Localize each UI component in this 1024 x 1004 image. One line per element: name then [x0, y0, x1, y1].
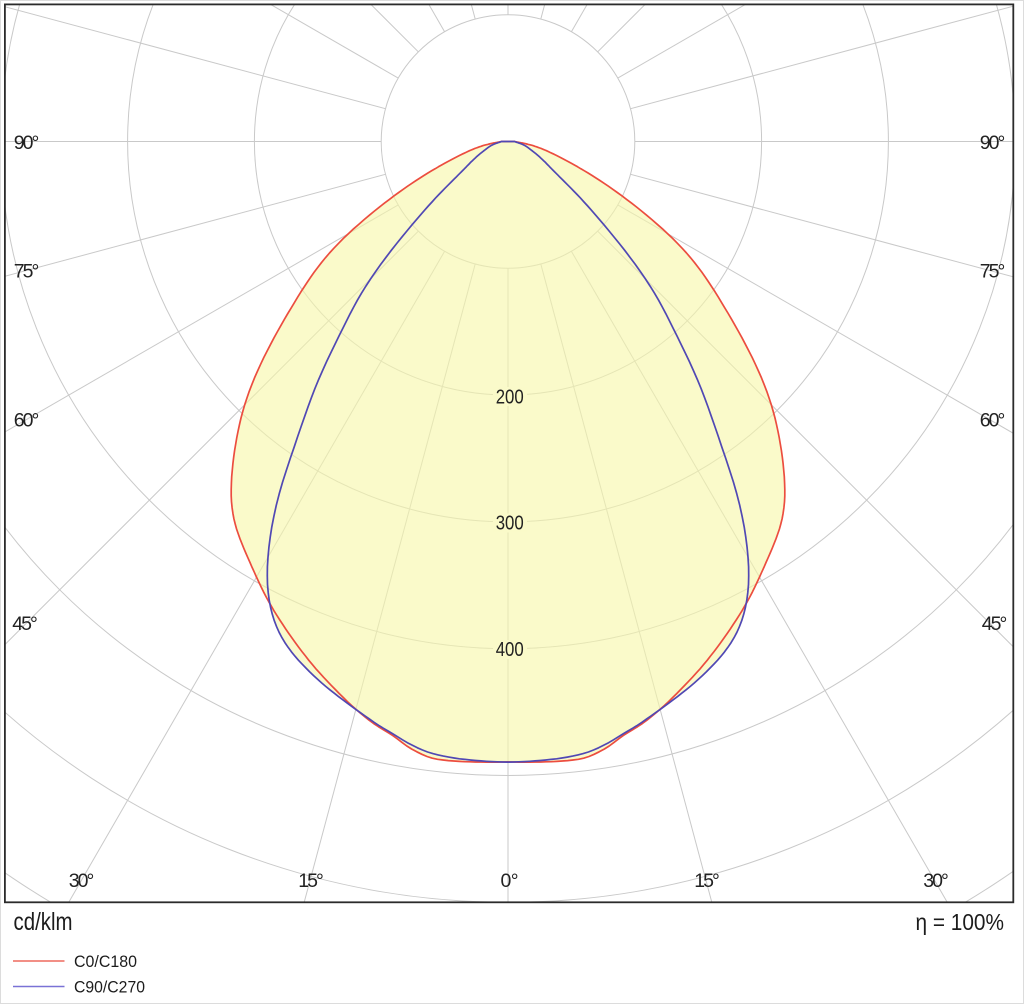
svg-text:cd/klm: cd/klm: [14, 908, 73, 936]
svg-text:C0/C180: C0/C180: [74, 952, 137, 971]
svg-text:60°: 60°: [14, 410, 40, 432]
svg-text:200: 200: [496, 386, 524, 408]
svg-text:400: 400: [496, 639, 524, 661]
svg-text:15°: 15°: [298, 870, 324, 892]
svg-text:C90/C270: C90/C270: [74, 977, 145, 996]
svg-text:η = 100%: η = 100%: [916, 909, 1005, 935]
svg-text:30°: 30°: [69, 870, 95, 892]
svg-text:75°: 75°: [980, 261, 1006, 283]
svg-text:0°: 0°: [501, 870, 519, 892]
svg-text:30°: 30°: [923, 870, 949, 892]
svg-text:15°: 15°: [694, 870, 720, 892]
svg-text:300: 300: [496, 513, 524, 535]
svg-text:90°: 90°: [14, 132, 40, 154]
svg-text:60°: 60°: [980, 410, 1006, 432]
svg-text:75°: 75°: [14, 261, 40, 283]
svg-text:90°: 90°: [980, 132, 1006, 154]
svg-text:45°: 45°: [12, 613, 38, 635]
svg-text:45°: 45°: [982, 613, 1008, 635]
